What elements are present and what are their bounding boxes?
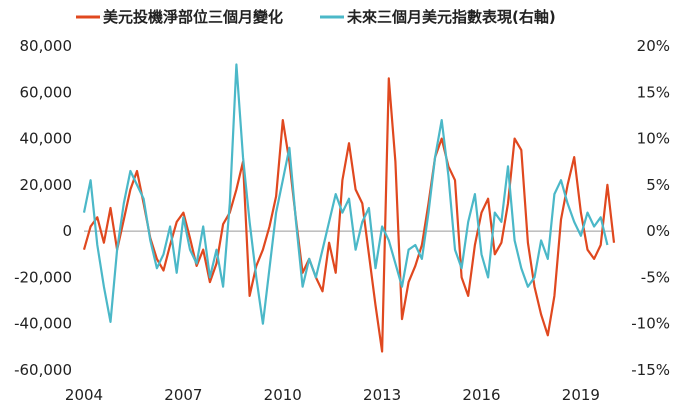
x-tick-label: 2010 (264, 386, 302, 404)
y-axis-right-ticks: 20% 15% 10% 5% 0% -5% -10% -15% (631, 37, 670, 379)
y-axis-left-ticks: 80,000 60,000 40,000 20,000 0 -20,000 -40,000 -… (14, 37, 72, 379)
x-tick-label: 2016 (462, 386, 500, 404)
y-right-tick-label: -15% (631, 361, 670, 379)
y-right-tick-label: 15% (637, 83, 670, 101)
x-tick-label: 2007 (164, 386, 202, 404)
legend-label-dxy-forward: 未來三個月美元指數表現(右軸) (346, 8, 556, 26)
y-right-tick-label: 10% (637, 130, 670, 148)
y-left-tick-label: -40,000 (14, 315, 72, 333)
y-right-tick-label: 0% (646, 222, 670, 240)
y-left-tick-label: 40,000 (20, 130, 73, 148)
series-line-net-position (82, 77, 616, 353)
y-left-tick-label: 0 (62, 222, 72, 240)
y-left-tick-label: 80,000 (20, 37, 73, 55)
x-tick-label: 2013 (363, 386, 401, 404)
legend: 美元投機淨部位三個月變化 未來三個月美元指數表現(右軸) (76, 8, 556, 26)
x-tick-label: 2019 (562, 386, 600, 404)
y-right-tick-label: -5% (641, 268, 670, 286)
y-right-tick-label: -10% (631, 315, 670, 333)
y-left-tick-label: 60,000 (20, 83, 73, 101)
y-left-tick-label: -60,000 (14, 361, 72, 379)
y-left-tick-label: 20,000 (20, 176, 73, 194)
y-right-tick-label: 5% (646, 176, 670, 194)
x-tick-label: 2004 (65, 386, 103, 404)
legend-label-net-position: 美元投機淨部位三個月變化 (103, 8, 283, 26)
x-axis-ticks: 2004 2007 2010 2013 2016 2019 (65, 386, 600, 404)
series-line-dxy-forward (82, 63, 609, 325)
y-right-tick-label: 20% (637, 37, 670, 55)
y-left-tick-label: -20,000 (14, 268, 72, 286)
